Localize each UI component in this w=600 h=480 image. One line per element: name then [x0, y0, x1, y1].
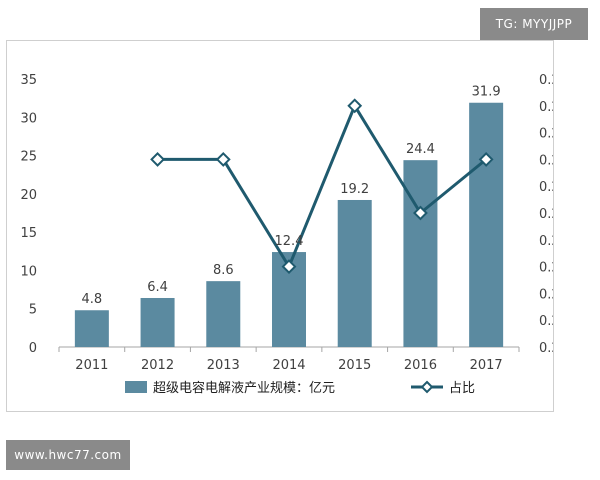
- x-tick-label: 2012: [141, 358, 174, 373]
- x-tick-label: 2017: [470, 358, 503, 373]
- line-point: [478, 151, 494, 167]
- bar: [337, 199, 372, 347]
- bar-data-label: 24.4: [406, 142, 435, 157]
- bar-data-label: 31.9: [472, 85, 501, 100]
- legend-line-label: 占比: [449, 381, 475, 396]
- bar-data-label: 12.4: [275, 234, 304, 249]
- y2-tick-label: 0.295: [539, 73, 553, 88]
- y2-tick-label: 0.285: [539, 127, 553, 142]
- line-point: [215, 151, 231, 167]
- y2-tick-label: 0.25: [539, 314, 553, 329]
- line-path: [157, 104, 488, 269]
- y2-tick-label: 0.26: [539, 261, 553, 276]
- bar: [74, 310, 109, 347]
- line-point: [413, 205, 428, 221]
- y2-tick-label: 0.275: [539, 180, 553, 195]
- line-series: [150, 98, 494, 275]
- chart: 4.8 6.4 8.6 12.4 19.2 24.4 31.9 0 5 10 15 20 25 30 35…: [20, 73, 553, 396]
- legend-bar-label: 超级电容电解液产业规模：亿元: [153, 380, 335, 396]
- y2-tick-label: 0.28: [539, 153, 553, 168]
- bar: [403, 160, 438, 347]
- bar: [140, 297, 175, 347]
- y-tick-label: 30: [20, 111, 37, 126]
- watermark-bottom: www.hwc77.com: [6, 440, 130, 470]
- y-tick-label: 0: [29, 341, 37, 356]
- bar-data-label: 8.6: [213, 263, 234, 278]
- y-tick-label: 15: [20, 226, 37, 241]
- line-point: [281, 259, 297, 275]
- x-tick-label: 2013: [207, 358, 240, 373]
- bar: [469, 102, 504, 347]
- bar: [206, 281, 241, 347]
- bar-data-label: 19.2: [340, 182, 369, 197]
- y2-tick-label: 0.245: [539, 341, 553, 356]
- data-labels: 4.8 6.4 8.6 12.4 19.2 24.4 31.9: [82, 85, 501, 308]
- x-tick-label: 2014: [272, 358, 305, 373]
- chart-frame: 4.8 6.4 8.6 12.4 19.2 24.4 31.9 0 5 10 15 20 25 30 35…: [6, 40, 554, 412]
- bar-series: [74, 102, 504, 347]
- watermark-top: TG: MYYJJPP: [480, 8, 588, 40]
- x-tick-label: 2015: [338, 358, 371, 373]
- y-tick-label: 20: [20, 188, 37, 203]
- bar-data-label: 4.8: [82, 292, 103, 307]
- x-tick-label: 2011: [75, 358, 108, 373]
- y-tick-label: 5: [29, 303, 37, 318]
- chart-axes: [58, 346, 520, 352]
- legend-bar-swatch: [125, 381, 147, 393]
- line-point: [347, 98, 363, 114]
- legend-line-marker: [420, 380, 434, 394]
- y2-tick-label: 0.255: [539, 287, 553, 302]
- y-tick-label: 25: [20, 150, 37, 165]
- legend: 超级电容电解液产业规模：亿元 占比: [125, 380, 475, 396]
- y-tick-label: 35: [20, 73, 37, 88]
- y2-tick-label: 0.265: [539, 234, 553, 249]
- y2-tick-label: 0.29: [539, 100, 553, 115]
- y2-tick-label: 0.27: [539, 207, 553, 222]
- y-tick-label: 10: [20, 264, 37, 279]
- bar-data-label: 6.4: [147, 280, 168, 295]
- tick-labels: 0 5 10 15 20 25 30 35 0.245 0.25 0.255 0.26 0.265 0.2…: [20, 73, 553, 373]
- x-tick-label: 2016: [404, 358, 437, 373]
- line-point: [150, 151, 165, 167]
